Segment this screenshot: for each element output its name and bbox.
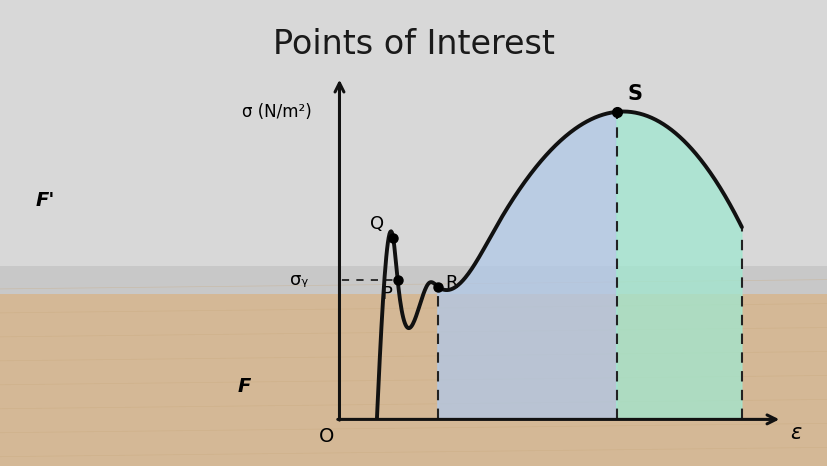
- Bar: [0, 280, 827, 466]
- Bar: [0, 266, 827, 294]
- Text: ε: ε: [789, 424, 801, 443]
- Text: Points of Interest: Points of Interest: [273, 28, 554, 61]
- Bar: [0, 0, 827, 303]
- Text: σ (N/m²): σ (N/m²): [241, 103, 312, 121]
- Polygon shape: [437, 112, 616, 419]
- Polygon shape: [616, 111, 741, 419]
- Text: F: F: [237, 377, 251, 396]
- Text: P: P: [380, 285, 391, 302]
- Text: Q: Q: [370, 215, 384, 233]
- Text: R: R: [444, 274, 457, 292]
- Text: O: O: [318, 427, 333, 446]
- Text: σᵧ: σᵧ: [289, 271, 308, 288]
- Text: F': F': [36, 191, 55, 210]
- Text: S: S: [626, 84, 641, 104]
